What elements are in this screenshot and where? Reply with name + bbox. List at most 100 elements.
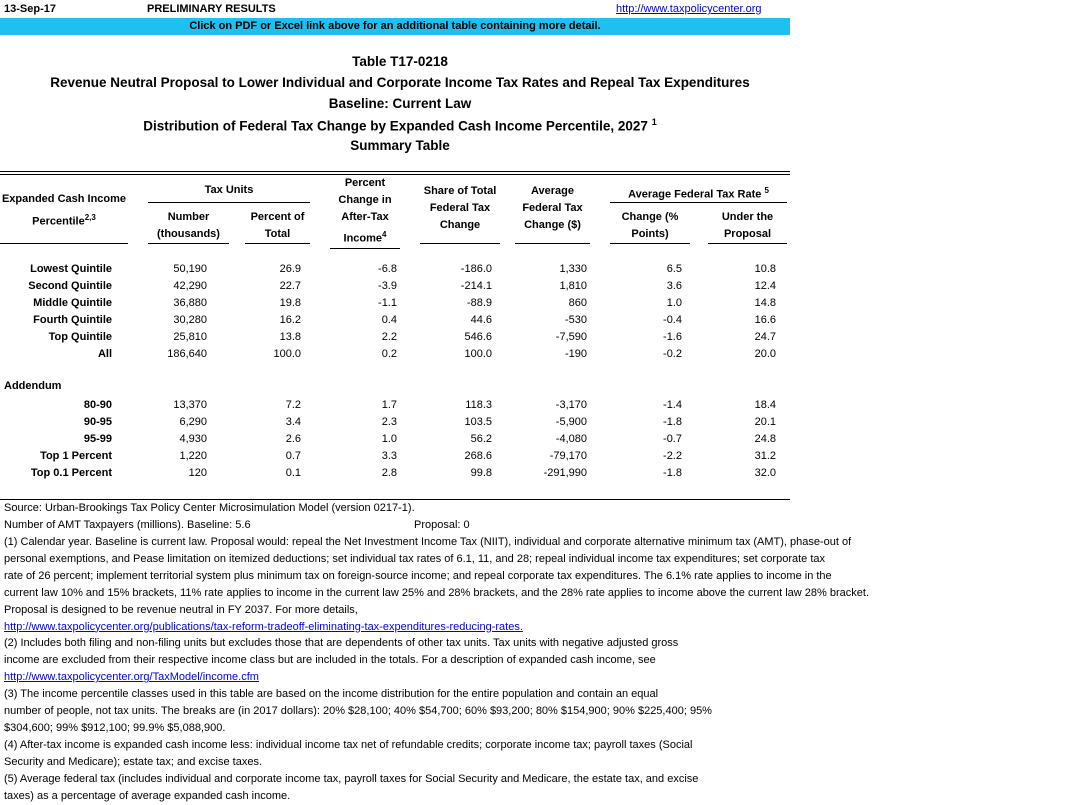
table-row: Top Quintile 25,810 13.8 2.2 546.6 -7,590 -1.6…	[0, 329, 776, 346]
cell-share-tax-change: 118.3	[465, 399, 492, 411]
col-number-l2: (thousands)	[157, 228, 220, 240]
col-pct-total-l2: Total	[264, 228, 291, 240]
cell-row-label: Top 1 Percent	[40, 450, 112, 462]
col-pct-change-l2: Change in	[338, 194, 392, 206]
footnote-link[interactable]: http://www.taxpolicycenter.org/publicati…	[4, 619, 523, 636]
col-share-l3: Change	[439, 219, 481, 231]
cell-rate-under-proposal: 16.6	[754, 314, 776, 326]
cell-pct-change-after-tax: -1.1	[378, 297, 397, 309]
footnote-link[interactable]: http://www.taxpolicycenter.org/TaxModel/…	[4, 669, 259, 686]
col-percentile-rule	[0, 226, 128, 244]
cell-pct-total: 0.1	[285, 467, 301, 479]
table-id: Table T17-0218	[352, 54, 448, 69]
table-row: Middle Quintile 36,880 19.8 -1.1 -88.9 860 1.0…	[0, 295, 776, 312]
cell-row-label: Second Quintile	[28, 280, 112, 292]
col-share-l1: Share of Total	[423, 185, 497, 197]
distribution-title-text: Distribution of Federal Tax Change by Ex…	[143, 118, 648, 134]
footnote-link-text[interactable]: http://www.taxpolicycenter.org/publicati…	[4, 620, 523, 633]
col-pct-change-l3: After-Tax	[341, 211, 389, 223]
source-note: Source: Urban-Brookings Tax Policy Cente…	[4, 502, 415, 514]
cell-pct-total: 100.0	[273, 348, 301, 360]
col-pct-total: Percent of Total	[245, 209, 310, 244]
col-tax-units: Tax Units	[148, 182, 310, 203]
cell-share-tax-change: -214.1	[460, 280, 492, 292]
cell-pct-total: 13.8	[279, 331, 301, 343]
cell-pct-total: 7.2	[285, 399, 301, 411]
col-rate-change: Change (% Points)	[610, 209, 690, 244]
table-row: 80-90 13,370 7.2 1.7 118.3 -3,170 -1.4 18.4	[0, 397, 776, 414]
cell-rate-change: -1.8	[663, 416, 682, 428]
footnote-ref: 5	[764, 186, 769, 195]
summary-title: Summary Table	[350, 138, 450, 153]
table-row: 95-99 4,930 2.6 1.0 56.2 -4,080 -0.7 24.8	[0, 431, 776, 448]
date: 13-Sep-17	[4, 3, 56, 15]
cell-number: 13,370	[173, 399, 207, 411]
cell-share-tax-change: 44.6	[470, 314, 492, 326]
cell-avg-tax-change: 860	[568, 297, 587, 309]
cell-number: 120	[188, 467, 207, 479]
cell-share-tax-change: 99.8	[470, 467, 492, 479]
col-pct-change-l1: Percent	[344, 177, 386, 189]
cell-number: 1,220	[179, 450, 207, 462]
cell-pct-change-after-tax: 2.3	[381, 416, 397, 428]
cell-pct-change-after-tax: -6.8	[378, 263, 397, 275]
col-pct-total-l1: Percent of	[250, 211, 305, 223]
footnote-line: taxes) as a percentage of average expand…	[4, 789, 291, 802]
footnote-line: Security and Medicare); estate tax; and …	[4, 755, 263, 768]
cell-row-label: 95-99	[83, 433, 112, 445]
cell-number: 50,190	[173, 263, 207, 275]
footnote-ref: 2,3	[84, 213, 96, 222]
amt-proposal: Proposal: 0	[414, 519, 470, 531]
cell-rate-under-proposal: 10.8	[754, 263, 776, 275]
cell-number: 4,930	[179, 433, 207, 445]
footnote-line: (4) After-tax income is expanded cash in…	[4, 738, 693, 751]
cell-rate-change: -0.2	[663, 348, 682, 360]
cell-pct-total: 3.4	[285, 416, 301, 428]
col-under-l2: Proposal	[723, 228, 772, 240]
cell-row-label: All	[97, 348, 112, 360]
footnote-link-text[interactable]: http://www.taxpolicycenter.org/TaxModel/…	[4, 671, 259, 684]
cell-pct-change-after-tax: 0.4	[381, 314, 397, 326]
cell-avg-tax-change: -291,990	[543, 467, 587, 479]
col-avg-rate-text: Average Federal Tax Rate	[628, 188, 762, 201]
cell-rate-under-proposal: 20.0	[754, 348, 776, 360]
cell-pct-total: 26.9	[279, 263, 301, 275]
footnote-line: (3) The income percentile classes used i…	[4, 688, 659, 701]
cell-avg-tax-change: 1,810	[559, 280, 587, 292]
table-title: Revenue Neutral Proposal to Lower Indivi…	[50, 75, 750, 90]
cell-share-tax-change: 546.6	[464, 331, 492, 343]
cell-avg-tax-change: -4,080	[555, 433, 587, 445]
col-avg-l1: Average	[530, 185, 574, 197]
cell-share-tax-change: -186.0	[460, 263, 492, 275]
col-pct-change: Percent Change in After-Tax Income4	[330, 175, 400, 249]
info-banner: Click on PDF or Excel link above for an …	[0, 18, 790, 35]
cell-rate-under-proposal: 24.7	[754, 331, 776, 343]
cell-rate-change: -1.4	[663, 399, 682, 411]
cell-avg-tax-change: -79,170	[549, 450, 587, 462]
table-bottom-rule	[0, 499, 790, 500]
cell-rate-under-proposal: 31.2	[754, 450, 776, 462]
cell-rate-under-proposal: 18.4	[754, 399, 776, 411]
footnote-line: rate of 26 percent; implement territoria…	[4, 569, 832, 582]
footnote-line: Proposal is designed to be revenue neutr…	[4, 603, 358, 616]
col-number-l1: Number	[167, 211, 210, 223]
table-row: Second Quintile 42,290 22.7 -3.9 -214.1 1,810…	[0, 278, 776, 295]
col-pct-change-l4: Income4	[330, 226, 400, 248]
cell-pct-change-after-tax: 2.2	[381, 331, 397, 343]
cell-share-tax-change: -88.9	[466, 297, 492, 309]
footnote-line: (2) Includes both filing and non-filing …	[4, 637, 679, 650]
col-percentile-text: Percentile	[32, 215, 85, 228]
cell-pct-change-after-tax: -3.9	[378, 280, 397, 292]
tpc-link[interactable]: http://www.taxpolicycenter.org	[616, 3, 762, 15]
cell-pct-change-after-tax: 1.0	[381, 433, 397, 445]
col-percentile: Expanded Cash Income Percentile2,3	[0, 191, 128, 231]
cell-avg-tax-change: -3,170	[555, 399, 587, 411]
cell-pct-change-after-tax: 3.3	[381, 450, 397, 462]
cell-rate-change: -0.4	[663, 314, 682, 326]
cell-row-label: 90-95	[83, 416, 112, 428]
col-rate-change-l2: Points)	[631, 228, 669, 240]
cell-rate-change: 6.5	[666, 263, 682, 275]
footnote-ref: 1	[651, 117, 657, 127]
table-row: Fourth Quintile 30,280 16.2 0.4 44.6 -530 -0.4…	[0, 312, 776, 329]
cell-number: 30,280	[173, 314, 207, 326]
